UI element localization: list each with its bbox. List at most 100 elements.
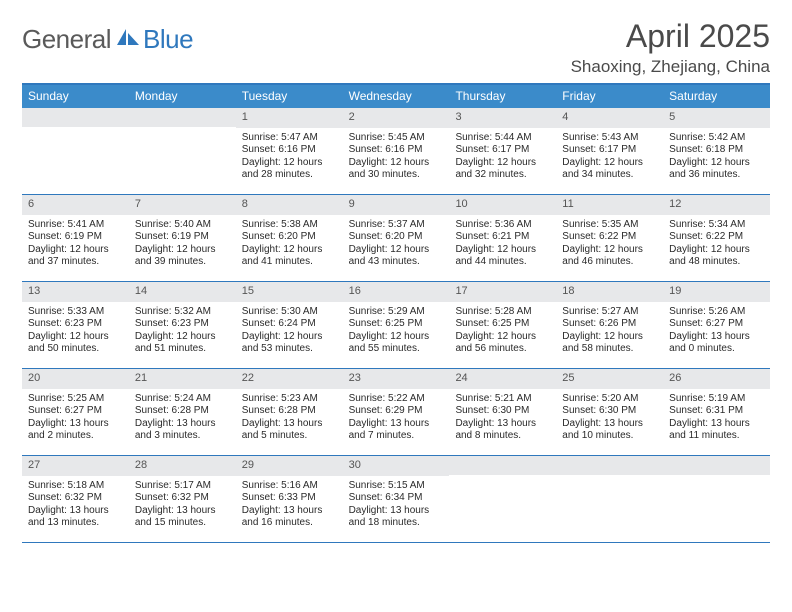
sunrise-text: Sunrise: 5:16 AM xyxy=(242,480,337,493)
day-number: 14 xyxy=(129,282,236,302)
daylight-text: Daylight: 12 hours and 37 minutes. xyxy=(28,244,123,269)
day-details: Sunrise: 5:18 AMSunset: 6:32 PMDaylight:… xyxy=(22,476,129,536)
day-number: 28 xyxy=(129,456,236,476)
sunset-text: Sunset: 6:30 PM xyxy=(562,405,657,418)
sunrise-text: Sunrise: 5:30 AM xyxy=(242,306,337,319)
calendar-cell-empty xyxy=(129,108,236,194)
day-details: Sunrise: 5:43 AMSunset: 6:17 PMDaylight:… xyxy=(556,128,663,188)
calendar-cell: 15Sunrise: 5:30 AMSunset: 6:24 PMDayligh… xyxy=(236,282,343,368)
daylight-text: Daylight: 13 hours and 11 minutes. xyxy=(669,418,764,443)
daylight-text: Daylight: 12 hours and 30 minutes. xyxy=(349,157,444,182)
calendar-cell: 25Sunrise: 5:20 AMSunset: 6:30 PMDayligh… xyxy=(556,369,663,455)
day-details: Sunrise: 5:22 AMSunset: 6:29 PMDaylight:… xyxy=(343,389,450,449)
logo-text-blue: Blue xyxy=(143,24,193,55)
day-number: 30 xyxy=(343,456,450,476)
sunrise-text: Sunrise: 5:47 AM xyxy=(242,132,337,145)
daylight-text: Daylight: 13 hours and 3 minutes. xyxy=(135,418,230,443)
day-number: 20 xyxy=(22,369,129,389)
day-details xyxy=(449,475,556,535)
day-number: 23 xyxy=(343,369,450,389)
calendar-cell: 21Sunrise: 5:24 AMSunset: 6:28 PMDayligh… xyxy=(129,369,236,455)
day-details xyxy=(663,475,770,535)
logo-text-general: General xyxy=(22,24,111,55)
daylight-text: Daylight: 12 hours and 32 minutes. xyxy=(455,157,550,182)
sunrise-text: Sunrise: 5:18 AM xyxy=(28,480,123,493)
calendar-cell: 30Sunrise: 5:15 AMSunset: 6:34 PMDayligh… xyxy=(343,456,450,542)
day-details: Sunrise: 5:44 AMSunset: 6:17 PMDaylight:… xyxy=(449,128,556,188)
day-details: Sunrise: 5:16 AMSunset: 6:33 PMDaylight:… xyxy=(236,476,343,536)
calendar-cell: 13Sunrise: 5:33 AMSunset: 6:23 PMDayligh… xyxy=(22,282,129,368)
day-details: Sunrise: 5:30 AMSunset: 6:24 PMDaylight:… xyxy=(236,302,343,362)
calendar-cell: 3Sunrise: 5:44 AMSunset: 6:17 PMDaylight… xyxy=(449,108,556,194)
day-number: 7 xyxy=(129,195,236,215)
day-number: 3 xyxy=(449,108,556,128)
sunrise-text: Sunrise: 5:23 AM xyxy=(242,393,337,406)
day-details: Sunrise: 5:32 AMSunset: 6:23 PMDaylight:… xyxy=(129,302,236,362)
sunset-text: Sunset: 6:16 PM xyxy=(349,144,444,157)
day-number: 26 xyxy=(663,369,770,389)
day-number: 24 xyxy=(449,369,556,389)
daylight-text: Daylight: 12 hours and 34 minutes. xyxy=(562,157,657,182)
calendar-cell: 19Sunrise: 5:26 AMSunset: 6:27 PMDayligh… xyxy=(663,282,770,368)
daylight-text: Daylight: 12 hours and 36 minutes. xyxy=(669,157,764,182)
day-details: Sunrise: 5:21 AMSunset: 6:30 PMDaylight:… xyxy=(449,389,556,449)
calendar-cell: 28Sunrise: 5:17 AMSunset: 6:32 PMDayligh… xyxy=(129,456,236,542)
daylight-text: Daylight: 12 hours and 50 minutes. xyxy=(28,331,123,356)
sunset-text: Sunset: 6:19 PM xyxy=(135,231,230,244)
sunrise-text: Sunrise: 5:45 AM xyxy=(349,132,444,145)
daylight-text: Daylight: 13 hours and 0 minutes. xyxy=(669,331,764,356)
day-number: 16 xyxy=(343,282,450,302)
sunrise-text: Sunrise: 5:21 AM xyxy=(455,393,550,406)
sunset-text: Sunset: 6:23 PM xyxy=(135,318,230,331)
day-number: 10 xyxy=(449,195,556,215)
dow-thursday: Thursday xyxy=(449,85,556,108)
day-details: Sunrise: 5:37 AMSunset: 6:20 PMDaylight:… xyxy=(343,215,450,275)
day-details: Sunrise: 5:40 AMSunset: 6:19 PMDaylight:… xyxy=(129,215,236,275)
day-number: 25 xyxy=(556,369,663,389)
day-number: 12 xyxy=(663,195,770,215)
sunset-text: Sunset: 6:32 PM xyxy=(28,492,123,505)
page-header: General Blue April 2025 Shaoxing, Zhejia… xyxy=(22,18,770,77)
daylight-text: Daylight: 13 hours and 8 minutes. xyxy=(455,418,550,443)
sunset-text: Sunset: 6:25 PM xyxy=(349,318,444,331)
day-number: 15 xyxy=(236,282,343,302)
calendar-cell-empty xyxy=(449,456,556,542)
day-number xyxy=(449,456,556,475)
day-number: 18 xyxy=(556,282,663,302)
daylight-text: Daylight: 12 hours and 43 minutes. xyxy=(349,244,444,269)
day-number: 17 xyxy=(449,282,556,302)
calendar-cell: 14Sunrise: 5:32 AMSunset: 6:23 PMDayligh… xyxy=(129,282,236,368)
sunrise-text: Sunrise: 5:41 AM xyxy=(28,219,123,232)
sunrise-text: Sunrise: 5:32 AM xyxy=(135,306,230,319)
dow-friday: Friday xyxy=(556,85,663,108)
dow-wednesday: Wednesday xyxy=(343,85,450,108)
calendar-cell-empty xyxy=(663,456,770,542)
day-details xyxy=(556,475,663,535)
calendar-cell-empty xyxy=(22,108,129,194)
day-details: Sunrise: 5:36 AMSunset: 6:21 PMDaylight:… xyxy=(449,215,556,275)
daylight-text: Daylight: 13 hours and 10 minutes. xyxy=(562,418,657,443)
day-details xyxy=(22,127,129,187)
sunset-text: Sunset: 6:34 PM xyxy=(349,492,444,505)
sunrise-text: Sunrise: 5:27 AM xyxy=(562,306,657,319)
calendar-cell: 2Sunrise: 5:45 AMSunset: 6:16 PMDaylight… xyxy=(343,108,450,194)
title-block: April 2025 Shaoxing, Zhejiang, China xyxy=(571,18,770,77)
sunset-text: Sunset: 6:21 PM xyxy=(455,231,550,244)
calendar-cell-empty xyxy=(556,456,663,542)
daylight-text: Daylight: 13 hours and 18 minutes. xyxy=(349,505,444,530)
day-number: 5 xyxy=(663,108,770,128)
sunset-text: Sunset: 6:16 PM xyxy=(242,144,337,157)
sunset-text: Sunset: 6:20 PM xyxy=(349,231,444,244)
day-details: Sunrise: 5:27 AMSunset: 6:26 PMDaylight:… xyxy=(556,302,663,362)
day-details: Sunrise: 5:26 AMSunset: 6:27 PMDaylight:… xyxy=(663,302,770,362)
sunset-text: Sunset: 6:31 PM xyxy=(669,405,764,418)
calendar-grid: Sunday Monday Tuesday Wednesday Thursday… xyxy=(22,83,770,543)
daylight-text: Daylight: 13 hours and 7 minutes. xyxy=(349,418,444,443)
calendar-cell: 23Sunrise: 5:22 AMSunset: 6:29 PMDayligh… xyxy=(343,369,450,455)
day-details: Sunrise: 5:25 AMSunset: 6:27 PMDaylight:… xyxy=(22,389,129,449)
sunrise-text: Sunrise: 5:43 AM xyxy=(562,132,657,145)
day-details: Sunrise: 5:47 AMSunset: 6:16 PMDaylight:… xyxy=(236,128,343,188)
location-subtitle: Shaoxing, Zhejiang, China xyxy=(571,57,770,77)
daylight-text: Daylight: 13 hours and 15 minutes. xyxy=(135,505,230,530)
day-number xyxy=(663,456,770,475)
